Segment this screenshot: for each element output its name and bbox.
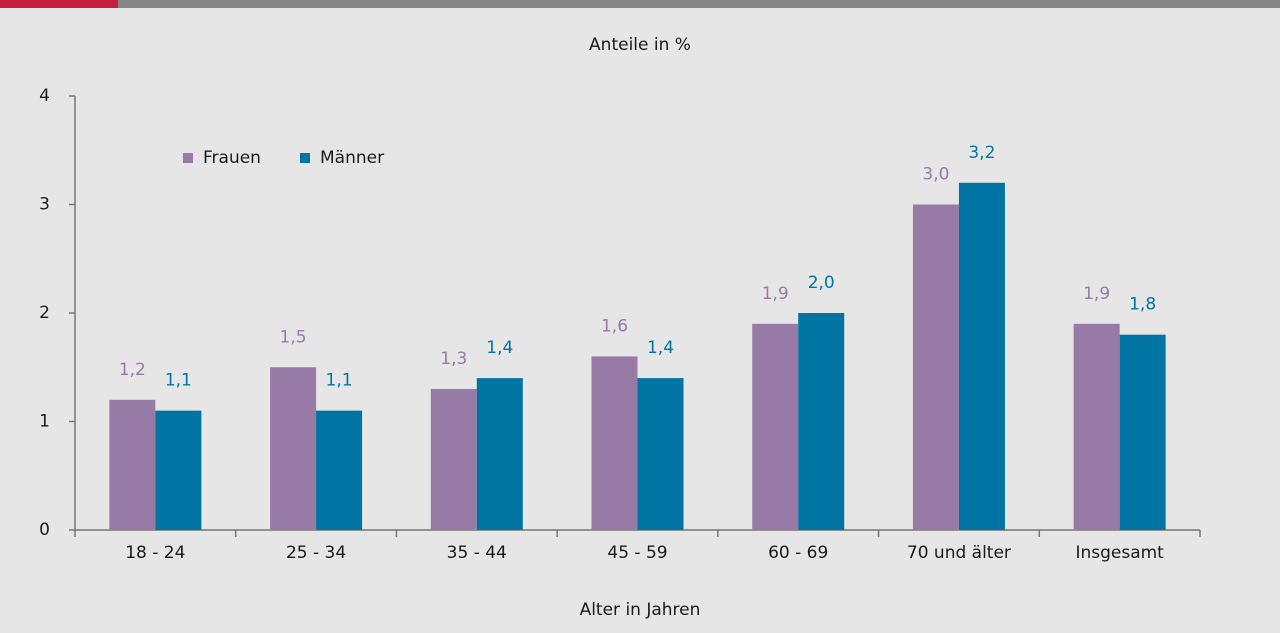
value-label: 1,1 (326, 371, 353, 391)
bar (1073, 323, 1120, 530)
bar (430, 388, 477, 530)
x-tick-label: Insgesamt (1075, 543, 1164, 563)
y-tick-label: 1 (39, 412, 50, 432)
value-label: 1,9 (762, 284, 789, 304)
value-label: 1,6 (601, 316, 628, 336)
value-label: 1,1 (165, 371, 192, 391)
bar (958, 182, 1005, 531)
chart-title: Anteile in % (589, 35, 691, 55)
legend-label: Männer (320, 148, 384, 168)
x-tick-label: 45 - 59 (607, 543, 667, 563)
legend-swatch (300, 153, 310, 163)
value-label: 1,9 (1083, 284, 1110, 304)
top-accent (0, 0, 118, 8)
bar (752, 323, 799, 530)
value-label: 1,8 (1129, 295, 1156, 315)
value-label: 2,0 (808, 273, 835, 293)
y-tick-label: 4 (39, 86, 50, 106)
x-tick-label: 18 - 24 (125, 543, 185, 563)
bar (316, 410, 363, 530)
x-axis-label: Alter in Jahren (580, 600, 701, 620)
y-tick-label: 3 (39, 195, 50, 215)
bar (155, 410, 202, 530)
bar (1119, 334, 1166, 530)
y-tick-label: 2 (39, 303, 50, 323)
bar (109, 399, 156, 530)
bar (798, 313, 845, 530)
value-label: 1,3 (440, 349, 467, 369)
x-tick-label: 35 - 44 (447, 543, 507, 563)
bar (637, 378, 684, 530)
legend-swatch (183, 153, 193, 163)
value-label: 1,4 (486, 338, 513, 358)
bar (591, 356, 638, 530)
legend-label: Frauen (203, 148, 261, 168)
value-label: 1,5 (280, 327, 307, 347)
bar (476, 378, 523, 530)
bar (912, 204, 959, 530)
bar (270, 367, 317, 530)
x-tick-label: 60 - 69 (768, 543, 828, 563)
y-tick-label: 0 (39, 520, 50, 540)
top-bar (118, 0, 1280, 8)
value-label: 3,0 (922, 165, 949, 185)
value-label: 1,2 (119, 360, 146, 380)
value-label: 3,2 (968, 143, 995, 163)
x-tick-label: 70 und älter (907, 543, 1011, 563)
value-label: 1,4 (647, 338, 674, 358)
x-tick-label: 25 - 34 (286, 543, 346, 563)
